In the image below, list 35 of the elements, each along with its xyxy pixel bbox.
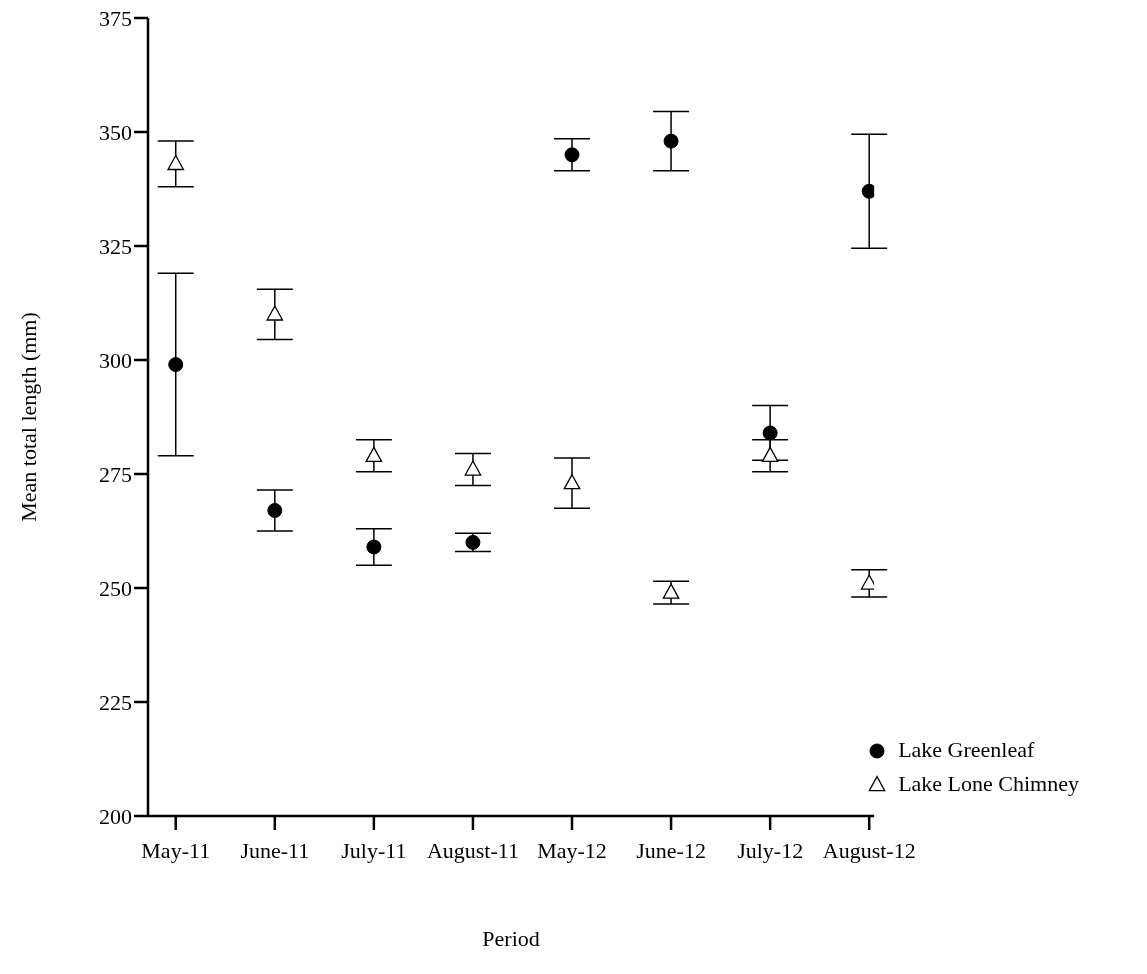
x-axis-title: Period [482,926,540,951]
y-tick-label: 375 [99,5,132,31]
point [465,534,481,550]
x-tick-label: July-12 [737,837,804,863]
y-tick-label: 275 [99,461,132,487]
x-tick-label: May-11 [141,837,211,863]
point [266,305,284,321]
point [464,460,482,476]
point [168,357,184,373]
y-tick-label: 225 [99,689,132,715]
point [563,474,581,490]
y-tick-label: 325 [99,233,132,259]
y-tick-label: 200 [99,803,132,829]
point [564,147,580,163]
legend-label: Lake Lone Chimney [898,771,1079,797]
point [662,583,680,599]
x-tick-label: June-12 [636,837,706,863]
point [663,133,679,149]
point [762,425,778,441]
y-tick-label: 300 [99,347,132,373]
point [861,183,875,199]
y-tick-label: 350 [99,119,132,145]
point [761,446,779,463]
x-tick-label: May-12 [537,837,607,863]
y-tick-label: 250 [99,575,132,601]
x-tick-label: August-12 [822,837,916,863]
x-tick-label: June-11 [240,837,310,863]
point [365,446,383,463]
x-tick-label: August-11 [426,837,519,863]
x-tick-label: July-11 [341,837,407,863]
y-axis-title: Mean total length (mm) [15,312,41,522]
point [267,502,283,518]
point [366,539,382,555]
point [167,154,185,171]
legend-label: Lake Greenleaf [898,737,1035,763]
